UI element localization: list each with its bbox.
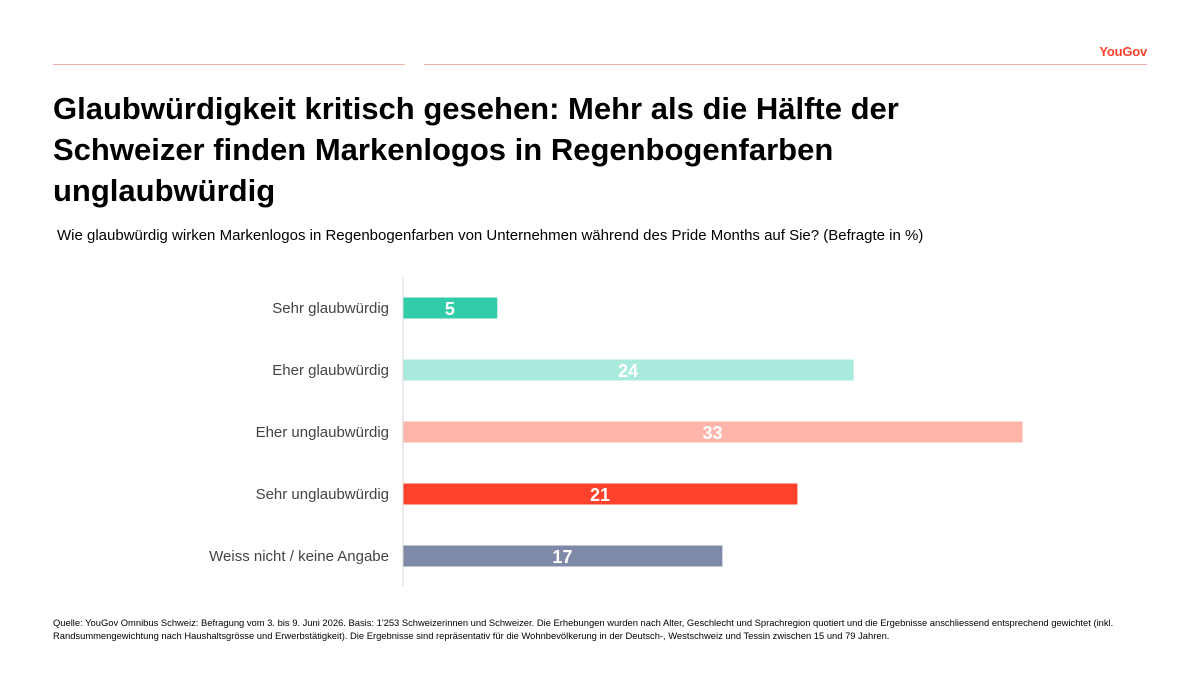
category-label: Sehr unglaubwürdig [256,486,389,503]
bar [403,545,723,567]
bar-value-label: 17 [552,547,572,567]
bar [403,297,498,319]
chart-subtitle: Wie glaubwürdig wirken Markenlogos in Re… [57,227,924,244]
category-label: Sehr glaubwürdig [272,300,389,317]
bar-value-label: 21 [590,485,610,505]
bar-value-label: 5 [445,299,455,319]
yougov-logo: YouGov [1099,44,1147,59]
page-title: Glaubwürdigkeit kritisch gesehen: Mehr a… [53,91,899,208]
bar [403,359,854,381]
category-label: Weiss nicht / keine Angabe [209,548,389,565]
header-rule-left [53,64,405,65]
bar [403,421,1023,443]
bar-value-label: 24 [618,361,638,381]
category-label: Eher unglaubwürdig [256,424,389,441]
header-rule-right [424,64,1147,65]
bar [403,483,798,505]
category-label: Eher glaubwürdig [272,362,389,379]
source-footnote: Quelle: YouGov Omnibus Schweiz: Befragun… [53,617,1114,641]
bar-value-label: 33 [702,423,722,443]
